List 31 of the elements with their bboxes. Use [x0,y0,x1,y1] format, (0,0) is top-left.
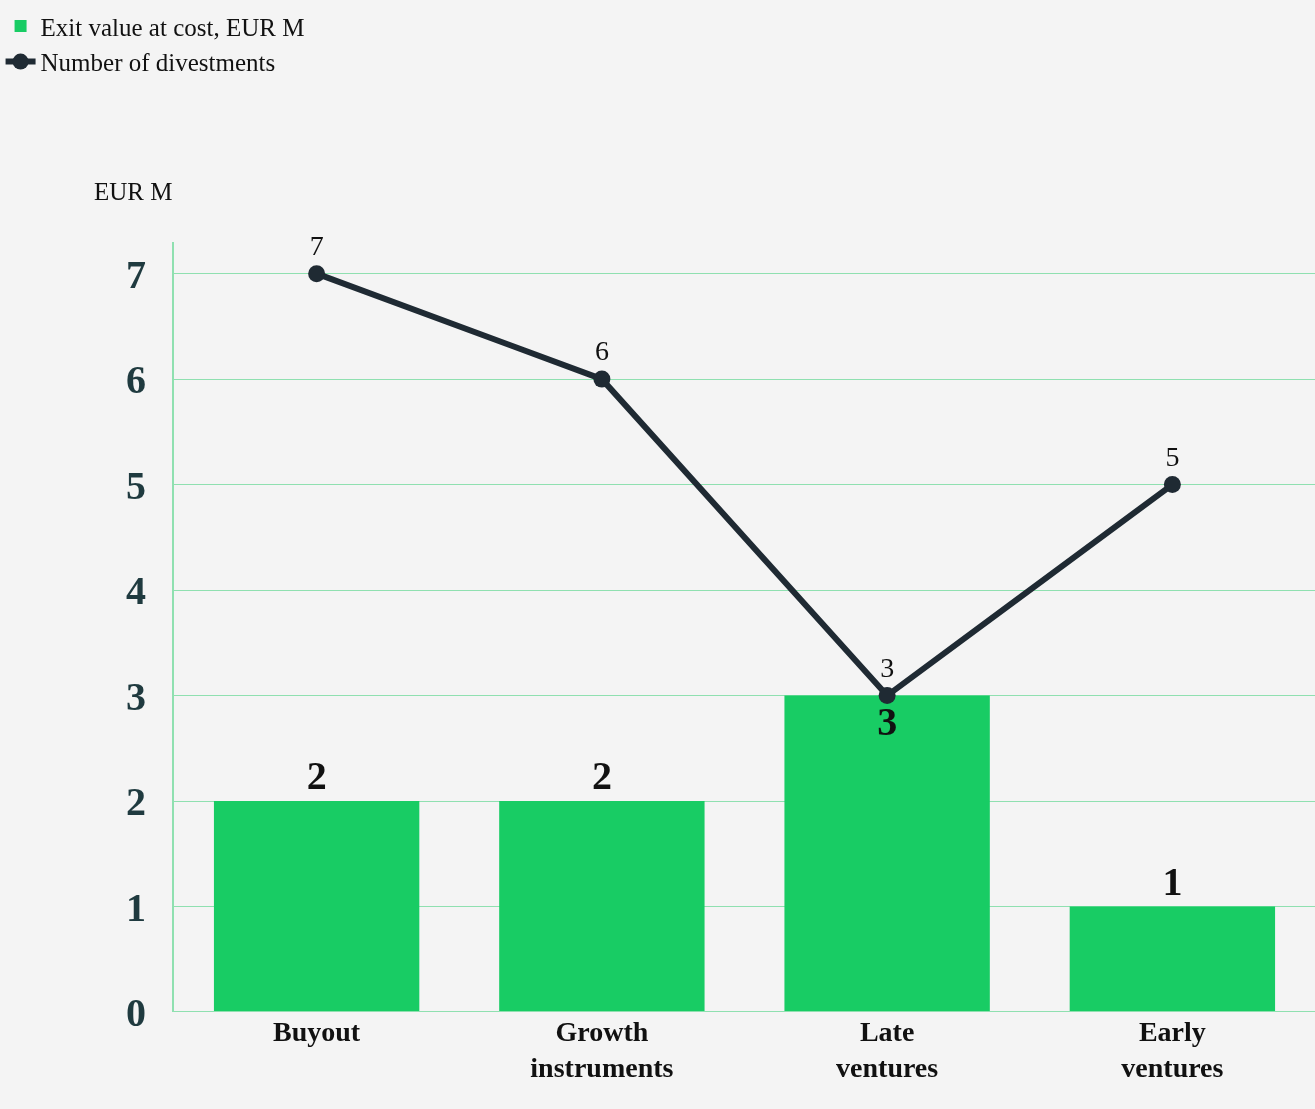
data-label: 3 [880,651,895,683]
point [308,265,326,283]
data-label: 3 [877,698,898,744]
x-tick-label: Early ventures [1121,1016,1224,1084]
y-axis-title: EUR M [94,178,173,205]
point [1163,476,1181,494]
point [593,370,611,388]
x-tick-label: Late ventures [836,1016,939,1084]
bar [499,801,705,1012]
y-tick-label: 7 [126,251,146,297]
data-label: 5 [1165,440,1180,472]
data-label: 1 [1162,858,1183,904]
data-label: 2 [306,753,327,799]
y-tick-label: 6 [126,357,146,403]
y-tick-label: 1 [126,884,146,930]
bar [213,801,420,1012]
legend-label: Exit value at cost, EUR M [40,13,305,41]
data-label: 2 [591,753,612,799]
data-label: 6 [594,335,609,367]
bar [1069,906,1276,1012]
point [878,687,896,705]
bar [784,695,990,1012]
x-tick-label: Growth instruments [530,1016,674,1084]
x-tick-label: Buyout [273,1016,361,1047]
y-tick-label: 5 [126,462,146,508]
data-label: 7 [309,230,324,262]
legend-label: Number of divestments [40,49,276,77]
y-tick-label: 3 [126,673,146,719]
y-tick-label: 0 [126,990,146,1035]
y-tick-label: 2 [126,779,146,825]
y-tick-label: 4 [126,568,146,614]
